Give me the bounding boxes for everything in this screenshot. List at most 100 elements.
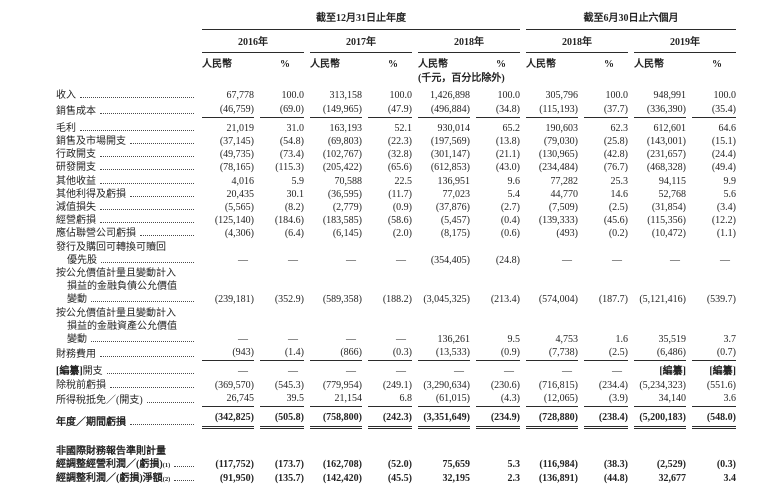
row-label: 非國際財務報告準則計量: [56, 445, 196, 458]
value-cell: 313,158: [329, 90, 363, 102]
dot-leader: [140, 235, 194, 237]
value-cell: (234,484): [538, 162, 578, 174]
row-label: 經營虧損: [56, 214, 196, 227]
currency-header: 人民幣: [634, 59, 664, 71]
row-label: 銷售及市場開支: [56, 135, 196, 148]
value-cell: (505.8): [260, 407, 304, 430]
table-row: 按公允價值計量且變動計入 損益的金融資產公允價值 變動 — — — — 136,261 9.5 4…: [56, 307, 736, 347]
value-cell: [編纂]: [659, 366, 686, 378]
value-cell: —: [238, 334, 248, 346]
value-cell: 5.6: [723, 188, 737, 200]
value-cell: 62.3: [610, 122, 629, 134]
subheader-row: 人民幣 % 人民幣 % 人民幣 % 人民幣 % 人民幣 %: [56, 53, 736, 71]
dot-leader: [100, 169, 194, 171]
table-body: 收入 67,778 100.0 313,158 100.0 1,426,898 100.0 3…: [56, 85, 736, 484]
value-cell: (0.2): [608, 228, 628, 240]
value-cell: 25.3: [610, 175, 629, 187]
value-cell: 3.6: [692, 392, 736, 408]
year-header-2017: 2017年: [310, 30, 412, 54]
value-cell: (61,015): [418, 392, 470, 408]
value-cell: 26,745: [202, 392, 254, 408]
row-label-line: 其他收益: [56, 175, 196, 188]
value-cell: (249.1): [382, 379, 412, 391]
dot-leader: [100, 209, 194, 211]
value-cell: (21.1): [495, 149, 520, 161]
value-cell: (136,891): [538, 472, 578, 484]
dot-leader: [91, 301, 194, 303]
value-cell: 100.0: [281, 90, 305, 102]
row-label-line: 銷售成本: [56, 105, 196, 118]
value-cell: (139,333): [538, 215, 578, 227]
value-cell: 612,601: [653, 122, 687, 134]
dot-leader: [130, 424, 194, 426]
value-cell: 3.4: [723, 472, 737, 484]
value-cell: (149,965): [310, 103, 362, 118]
row-label: [編纂]開支: [56, 361, 196, 378]
value-cell: 136,951: [437, 175, 471, 187]
value-cell: (31,854): [651, 202, 686, 214]
dot-leader: [80, 97, 194, 99]
year-header-2016: 2016年: [202, 30, 304, 54]
row-label: 減值損失: [56, 201, 196, 214]
value-cell: 4,753: [555, 334, 579, 346]
row-label: 其他收益: [56, 175, 196, 188]
value-cell: (2.5): [584, 346, 628, 362]
table-row: 所得稅抵免／(開支) 26,745 39.5 21,154 6.8 (61,015) (4.…: [56, 392, 736, 408]
value-cell: (3,045,325): [423, 294, 470, 306]
value-cell: 32,195: [442, 472, 471, 484]
value-cell: (184.6): [274, 215, 304, 227]
value-cell: (49.4): [711, 162, 736, 174]
row-label-line: 應佔聯營公司虧損: [56, 227, 196, 240]
value-cell: (12.2): [711, 215, 736, 227]
value-cell: (42.8): [603, 149, 628, 161]
row-label: 經調整利潤／(虧損)淨額 (2): [56, 472, 196, 485]
value-cell: —: [396, 366, 406, 378]
value-cell: 35,519: [658, 334, 687, 346]
value-cell: (117,752): [215, 459, 254, 471]
dot-leader: [130, 143, 194, 145]
value-cell: —: [612, 254, 622, 266]
value-cell: (2.5): [608, 202, 628, 214]
value-cell: 21,019: [226, 122, 255, 134]
dot-leader: [110, 386, 194, 388]
currency-header: 人民幣: [202, 59, 232, 71]
value-cell: 22.5: [394, 175, 413, 187]
dot-leader: [100, 112, 194, 114]
header-spacer: [56, 30, 196, 53]
value-cell: (115.3): [275, 162, 304, 174]
value-cell: (539.7): [706, 294, 736, 306]
value-cell: —: [612, 366, 622, 378]
value-cell: (242.3): [368, 407, 412, 430]
value-cell: (230.6): [490, 379, 520, 391]
row-label-line: 經調整經營利潤／(虧損) (1): [56, 458, 196, 471]
value-cell: (24.8): [495, 254, 520, 266]
value-cell: (3.4): [716, 202, 736, 214]
value-cell: 3.7: [723, 334, 737, 346]
value-cell: (73.4): [279, 149, 304, 161]
value-cell: (22.3): [387, 136, 412, 148]
value-cell: (38.3): [603, 459, 628, 471]
value-cell: (11.7): [388, 188, 412, 200]
value-cell: (25.8): [603, 136, 628, 148]
unit-note-row: (千元，百分比除外): [56, 71, 736, 85]
value-cell: 9.6: [507, 175, 521, 187]
value-cell: —: [238, 366, 248, 378]
row-label-line: 減值損失: [56, 201, 196, 214]
value-cell: (79,030): [543, 136, 578, 148]
table-row: 發行及購回可轉換可贖回 優先股 — — — — (354,405) (24.8) — — — —: [56, 241, 736, 267]
row-label-line: 毛利: [56, 122, 196, 135]
value-cell: (197,569): [430, 136, 470, 148]
value-cell: (943): [202, 346, 254, 362]
row-label-line: 按公允價值計量且變動計入: [56, 307, 176, 319]
value-cell: 70,588: [334, 175, 363, 187]
value-cell: (0.3): [716, 459, 736, 471]
value-cell: (336,390): [634, 103, 686, 118]
value-cell: (69.0): [260, 103, 304, 118]
value-cell: (5,200,183): [634, 407, 686, 430]
value-cell: (36,595): [327, 188, 362, 200]
value-cell: (234.9): [476, 407, 520, 430]
value-cell: (493): [556, 228, 578, 240]
value-cell: —: [288, 366, 298, 378]
table-row: 應佔聯營公司虧損 (4,306) (6.4) (6,145) (2.0) (8,175) (…: [56, 227, 736, 240]
value-cell: (239,181): [214, 294, 254, 306]
